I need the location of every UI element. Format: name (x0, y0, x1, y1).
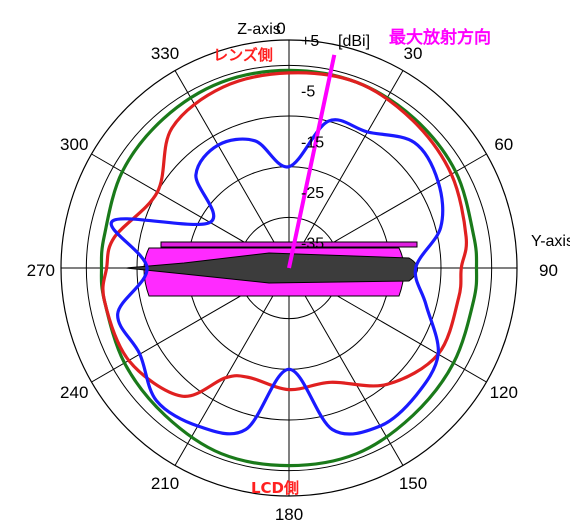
r-tick-label: -15 (301, 134, 324, 151)
lens-side-label: レンズ側 (213, 46, 273, 64)
angle-tick-label: 150 (399, 474, 427, 493)
angle-tick-label: 330 (151, 44, 179, 63)
grid-spoke (174, 267, 290, 466)
r-tick-label: -5 (301, 84, 315, 101)
antenna-body (125, 252, 418, 284)
unit-label: [dBi] (338, 33, 370, 50)
y-axis-label: Y-axis (531, 233, 570, 250)
antenna-shapes (125, 241, 418, 297)
angle-tick-label: 90 (539, 261, 558, 280)
pattern-series-2 (101, 71, 469, 398)
angle-tick-label: 210 (151, 474, 179, 493)
angle-tick-label: 0 (276, 19, 285, 38)
angle-tick-label: 120 (490, 383, 518, 402)
chart-labels: +5 -5 -15 -25 -35 [dBi] 0 30 60 90 120 150 180 210 240… (27, 19, 570, 524)
angle-tick-label: 180 (275, 505, 303, 524)
pattern-series-3 (109, 118, 445, 436)
angle-tick-label: 270 (27, 261, 55, 280)
angle-tick-label: 60 (494, 135, 513, 154)
r-tick-label: -35 (301, 236, 324, 253)
lcd-side-label: LCD側 (251, 479, 299, 497)
max-direction-label: 最大放射方向 (389, 27, 491, 48)
angle-tick-label: 30 (404, 44, 423, 63)
max-direction-line (287, 54, 337, 269)
grid-spoke (288, 70, 404, 269)
z-axis-label: Z-axis (237, 21, 281, 38)
r-tick-label: -25 (301, 185, 324, 202)
antenna-board-top (160, 241, 418, 248)
angle-tick-label: 300 (60, 135, 88, 154)
angle-tick-label: 240 (60, 383, 88, 402)
r-tick-label: +5 (301, 33, 319, 50)
grid-spoke (288, 267, 404, 466)
radiation-patterns (99, 54, 479, 468)
pattern-series-1 (99, 68, 479, 468)
